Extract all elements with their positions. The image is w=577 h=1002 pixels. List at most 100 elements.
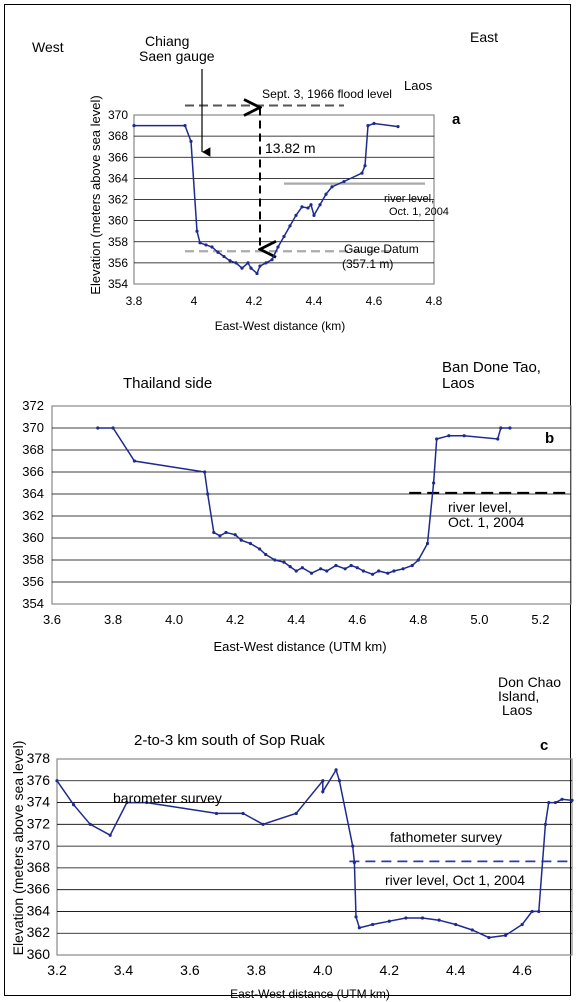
data-point xyxy=(357,926,361,930)
y-tick-label: 354 xyxy=(108,277,128,291)
data-point xyxy=(342,179,346,184)
river-a-line-2: Oct. 1, 2004 xyxy=(389,206,449,218)
y-tick-label: 366 xyxy=(108,150,128,164)
data-point xyxy=(454,922,458,927)
data-point xyxy=(570,798,574,802)
y-tick-label: 368 xyxy=(27,859,51,875)
data-point xyxy=(234,261,238,265)
data-point xyxy=(212,530,216,535)
x-tick-label: 4.4 xyxy=(306,294,323,308)
data-point xyxy=(218,534,222,538)
river-level-label-c: river level, Oct 1, 2004 xyxy=(385,872,525,888)
y-tick-label: 360 xyxy=(22,530,44,545)
data-point xyxy=(224,530,228,535)
x-tick-label: 5.0 xyxy=(470,612,488,627)
data-point xyxy=(206,492,210,496)
data-point xyxy=(132,459,137,463)
y-tick-label: 374 xyxy=(27,794,51,810)
y-tick-label: 366 xyxy=(27,881,51,897)
data-point xyxy=(145,800,149,805)
data-point xyxy=(214,811,219,816)
gauge-datum-label: Gauge Datum (357.1 m) xyxy=(342,242,422,271)
data-point xyxy=(111,426,115,430)
x-tick-label: 4 xyxy=(191,294,198,308)
data-point xyxy=(72,803,76,807)
data-point xyxy=(276,245,280,249)
data-point xyxy=(270,258,274,262)
data-point xyxy=(462,434,466,438)
y-tick-label: 376 xyxy=(27,772,51,788)
y-tick-label: 372 xyxy=(22,398,44,413)
west-label: West xyxy=(32,39,64,55)
data-point xyxy=(410,563,414,568)
x-tick-label: 3.6 xyxy=(180,962,200,978)
data-point xyxy=(282,560,286,564)
data-point xyxy=(240,266,244,270)
y-tick-label: 358 xyxy=(22,552,44,567)
data-point xyxy=(530,909,534,914)
y-tick-label: 364 xyxy=(27,902,51,918)
data-point xyxy=(273,558,277,562)
data-point xyxy=(198,241,202,245)
data-point xyxy=(425,541,430,546)
data-point xyxy=(560,797,564,801)
data-point xyxy=(360,171,364,175)
x-tick-label: 3.2 xyxy=(47,962,67,978)
data-point xyxy=(396,125,400,129)
panel-a-y-axis-label: Elevation (meters above sea level) xyxy=(88,95,103,294)
data-point xyxy=(386,571,390,575)
data-point xyxy=(499,426,503,430)
gauge-datum-line-2: (357.1 m) xyxy=(342,257,393,271)
thailand-side-label: Thailand side xyxy=(123,375,212,392)
y-tick-label: 368 xyxy=(108,129,128,143)
data-point xyxy=(125,800,129,805)
data-point xyxy=(503,933,508,938)
data-point xyxy=(321,790,325,794)
chiang-saen-line-1: Chiang xyxy=(145,33,189,49)
panel-c-title: 2-to-3 km south of Sop Ruak xyxy=(134,732,325,749)
data-point xyxy=(228,259,232,263)
don-chao-label: Don Chao Island, Laos xyxy=(498,674,565,718)
data-point xyxy=(309,571,314,575)
x-tick-label: 4.4 xyxy=(446,962,466,978)
difference-label: 13.82 m xyxy=(265,140,316,156)
panel-a: 354 356 358 360 362 364 366 368 370 3.8 4 4.2 4.4 4.… xyxy=(32,29,498,333)
ban-done-tao-label: Ban Done Tao, Laos xyxy=(442,359,545,392)
y-tick-label: 362 xyxy=(22,508,44,523)
x-tick-label: 4.6 xyxy=(512,962,532,978)
y-tick-label: 356 xyxy=(22,574,44,589)
data-point xyxy=(349,563,353,568)
y-tick-label: 362 xyxy=(108,193,128,207)
y-tick-label: 358 xyxy=(108,235,128,249)
panel-c-plot-area xyxy=(56,758,573,956)
data-point xyxy=(324,192,328,196)
data-point xyxy=(366,123,370,128)
data-point xyxy=(337,779,342,783)
river-level-label-a: river level, Oct. 1, 2004 xyxy=(384,193,449,218)
data-point xyxy=(300,566,304,570)
data-point xyxy=(319,567,323,571)
y-tick-label: 370 xyxy=(27,837,51,853)
data-point xyxy=(432,481,436,485)
data-point xyxy=(437,918,441,922)
data-point xyxy=(354,915,358,919)
data-point xyxy=(222,254,226,259)
panel-c-y-axis-label: Elevation (meters above sea level) xyxy=(10,741,26,956)
data-point xyxy=(487,935,491,940)
data-point xyxy=(553,800,557,805)
data-point xyxy=(309,203,313,207)
data-point xyxy=(370,572,375,576)
panel-c-letter: c xyxy=(540,737,548,754)
ban-done-tao-line-1: Ban Done Tao, xyxy=(442,359,541,376)
data-point xyxy=(88,822,92,826)
data-point xyxy=(239,538,243,542)
data-point xyxy=(294,811,298,816)
data-point xyxy=(216,250,220,254)
data-point xyxy=(282,234,286,239)
data-point xyxy=(355,566,359,570)
x-tick-label: 3.4 xyxy=(114,962,134,978)
panel-b-x-axis-label: East-West distance (UTM km) xyxy=(213,639,386,654)
gauge-datum-line-1: Gauge Datum xyxy=(344,242,419,256)
data-point xyxy=(537,909,541,914)
y-tick-label: 368 xyxy=(22,442,44,457)
